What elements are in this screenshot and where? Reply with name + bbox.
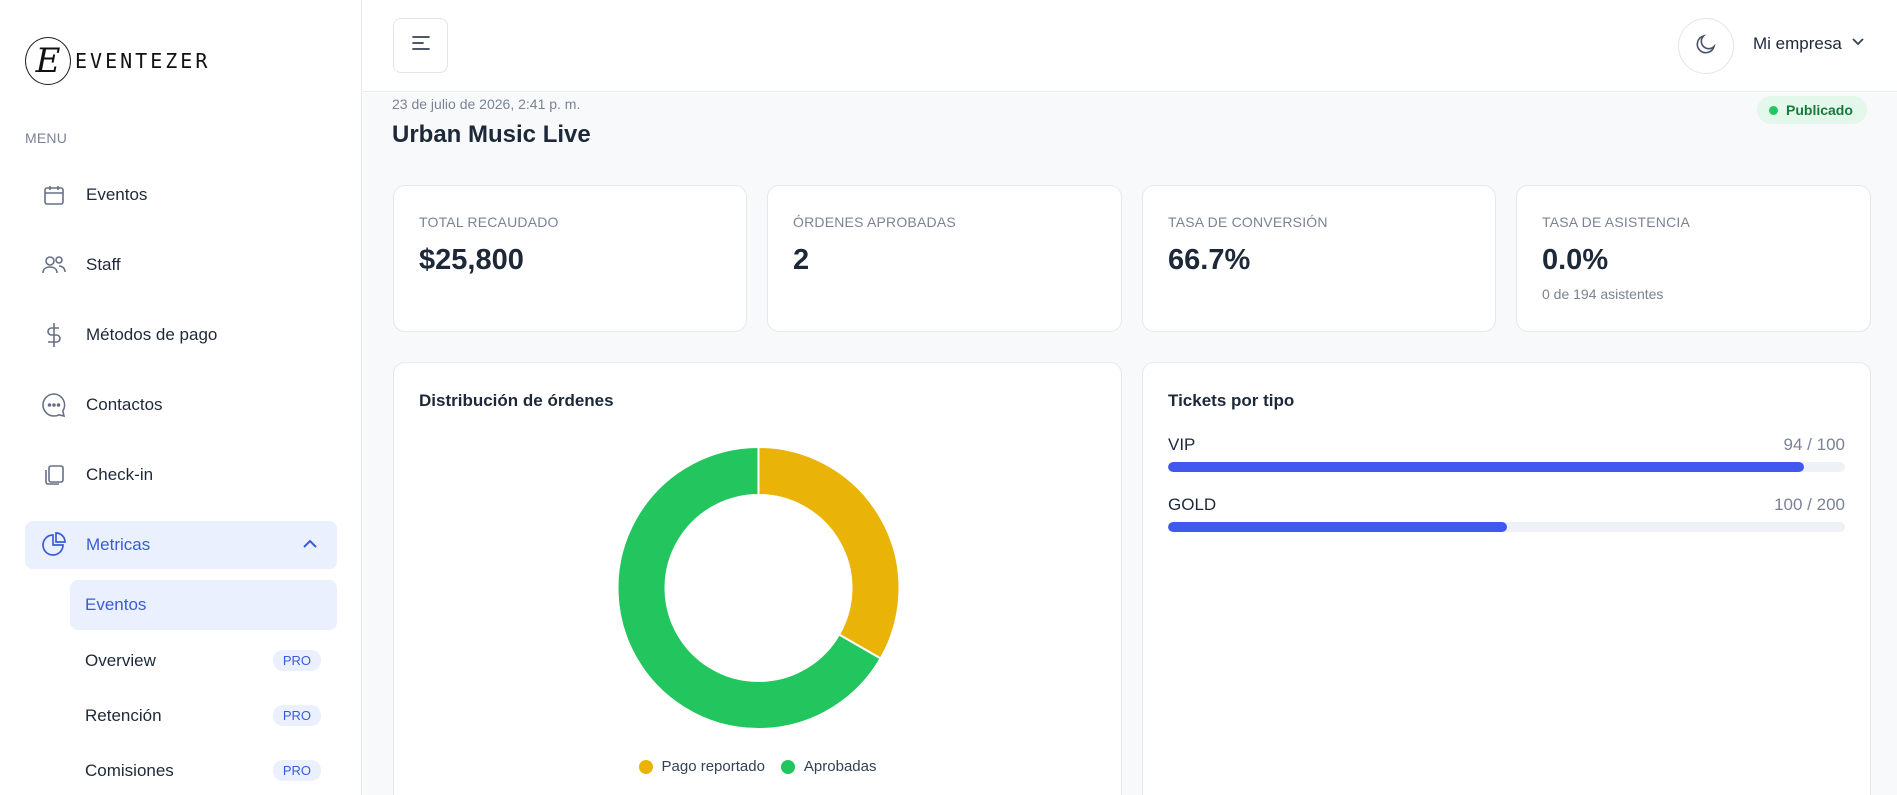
sidebar-item-eventos[interactable]: Eventos xyxy=(25,171,337,219)
event-date: 23 de julio de 2026, 2:41 p. m. xyxy=(392,96,581,112)
donut-slice-pago-reportado[interactable] xyxy=(757,445,901,660)
legend-item-pago-reportado[interactable]: Pago reportado xyxy=(638,758,765,775)
ticket-progress-track xyxy=(1168,522,1845,532)
panel-title: Distribución de órdenes xyxy=(419,391,614,410)
kpi-card-tasa-de-conversion: TASA DE CONVERSIÓN 66.7% xyxy=(1142,185,1496,332)
orders-distribution-panel: Distribución de órdenes Pago reportado A… xyxy=(393,362,1122,795)
status-badge: Publicado xyxy=(1757,96,1867,124)
moon-icon xyxy=(1695,33,1717,60)
donut-slice-aprobadas[interactable] xyxy=(616,445,882,730)
sidebar: E EVENTEZER MENU Eventos Staff Métodos d… xyxy=(0,0,362,795)
kpi-value: $25,800 xyxy=(419,244,524,276)
ticket-row-vip: VIP 94 / 100 xyxy=(1168,435,1845,472)
sidebar-subitem-comisiones[interactable]: Comisiones PRO xyxy=(70,746,337,795)
pie-chart-icon xyxy=(41,532,67,558)
sidebar-item-metodos-de-pago[interactable]: Métodos de pago xyxy=(25,311,337,359)
ticket-name: VIP xyxy=(1168,435,1196,454)
ticket-progress-bar xyxy=(1168,462,1805,472)
menu-heading: MENU xyxy=(25,130,68,146)
pro-badge: PRO xyxy=(272,760,321,781)
chevron-up-icon[interactable] xyxy=(301,535,319,558)
panel-title: Tickets por tipo xyxy=(1168,391,1295,410)
kpi-subtext: 0 de 194 asistentes xyxy=(1542,286,1664,302)
ticket-name: GOLD xyxy=(1168,495,1217,514)
sidebar-item-label: Check-in xyxy=(86,465,154,484)
sidebar-subitem-retencion[interactable]: Retención PRO xyxy=(70,691,337,741)
main-content: 23 de julio de 2026, 2:41 p. m. Urban Mu… xyxy=(363,93,1897,795)
logo-mark: E xyxy=(25,37,71,85)
top-header: Mi empresa xyxy=(363,0,1897,92)
status-dot-icon xyxy=(1769,105,1778,115)
tickets-by-type-panel: Tickets por tipo VIP 94 / 100 GOLD 100 /… xyxy=(1142,362,1871,795)
kpi-card-tasa-de-asistencia: TASA DE ASISTENCIA 0.0% 0 de 194 asisten… xyxy=(1516,185,1871,332)
chevron-down-icon xyxy=(1842,33,1866,54)
kpi-card-total-recaudado: TOTAL RECAUDADO $25,800 xyxy=(393,185,747,332)
ticket-count: 94 / 100 xyxy=(1783,435,1845,454)
kpi-label: TASA DE ASISTENCIA xyxy=(1542,214,1691,230)
company-selector[interactable]: Mi empresa xyxy=(1753,33,1866,54)
sidebar-subitem-label: Comisiones xyxy=(85,761,174,780)
menu-toggle-button[interactable] xyxy=(393,18,448,73)
page-title: Urban Music Live xyxy=(392,121,591,148)
legend-label: Aprobadas xyxy=(803,758,877,775)
sidebar-item-metricas[interactable]: Metricas xyxy=(25,521,337,569)
chart-legend: Pago reportado Aprobadas xyxy=(394,758,1121,775)
sidebar-subitem-label: Retención xyxy=(85,706,162,725)
kpi-label: TASA DE CONVERSIÓN xyxy=(1168,214,1328,230)
pro-badge: PRO xyxy=(272,650,321,671)
sidebar-item-label: Staff xyxy=(86,255,121,274)
sidebar-item-label: Metricas xyxy=(86,535,151,554)
sidebar-item-staff[interactable]: Staff xyxy=(25,241,337,289)
sidebar-item-label: Contactos xyxy=(86,395,163,414)
pro-badge: PRO xyxy=(272,705,321,726)
sidebar-item-label: Métodos de pago xyxy=(86,325,218,344)
sidebar-subitem-overview[interactable]: Overview PRO xyxy=(70,636,337,686)
orders-donut-chart xyxy=(616,445,901,730)
menu-icon xyxy=(411,35,431,56)
chat-icon xyxy=(41,392,67,418)
company-name: Mi empresa xyxy=(1753,33,1842,53)
brand-logo[interactable]: E EVENTEZER xyxy=(25,36,210,86)
sidebar-item-contactos[interactable]: Contactos xyxy=(25,381,337,429)
sidebar-item-check-in[interactable]: Check-in xyxy=(25,451,337,499)
copy-icon xyxy=(41,462,67,488)
theme-toggle-button[interactable] xyxy=(1678,18,1734,74)
ticket-progress-bar xyxy=(1168,522,1507,532)
kpi-value: 66.7% xyxy=(1168,244,1251,276)
kpi-value: 0.0% xyxy=(1542,244,1609,276)
ticket-row-gold: GOLD 100 / 200 xyxy=(1168,495,1845,532)
sidebar-subitem-label: Overview xyxy=(85,651,156,670)
kpi-label: TOTAL RECAUDADO xyxy=(419,214,559,230)
kpi-card-ordenes-aprobadas: ÓRDENES APROBADAS 2 xyxy=(767,185,1122,332)
kpi-label: ÓRDENES APROBADAS xyxy=(793,214,956,230)
ticket-progress-track xyxy=(1168,462,1845,472)
sidebar-subitem-eventos[interactable]: Eventos xyxy=(70,580,337,630)
sidebar-item-label: Eventos xyxy=(86,185,148,204)
brand-name: EVENTEZER xyxy=(75,49,211,73)
legend-label: Pago reportado xyxy=(661,758,765,775)
users-icon xyxy=(41,252,67,278)
sidebar-subitem-label: Eventos xyxy=(85,595,147,614)
status-label: Publicado xyxy=(1786,102,1853,118)
ticket-count: 100 / 200 xyxy=(1774,495,1845,514)
kpi-value: 2 xyxy=(793,244,810,276)
dollar-icon xyxy=(41,322,67,348)
legend-swatch xyxy=(638,759,653,774)
legend-item-aprobadas[interactable]: Aprobadas xyxy=(780,758,877,775)
calendar-icon xyxy=(41,182,67,208)
legend-swatch xyxy=(780,759,795,774)
